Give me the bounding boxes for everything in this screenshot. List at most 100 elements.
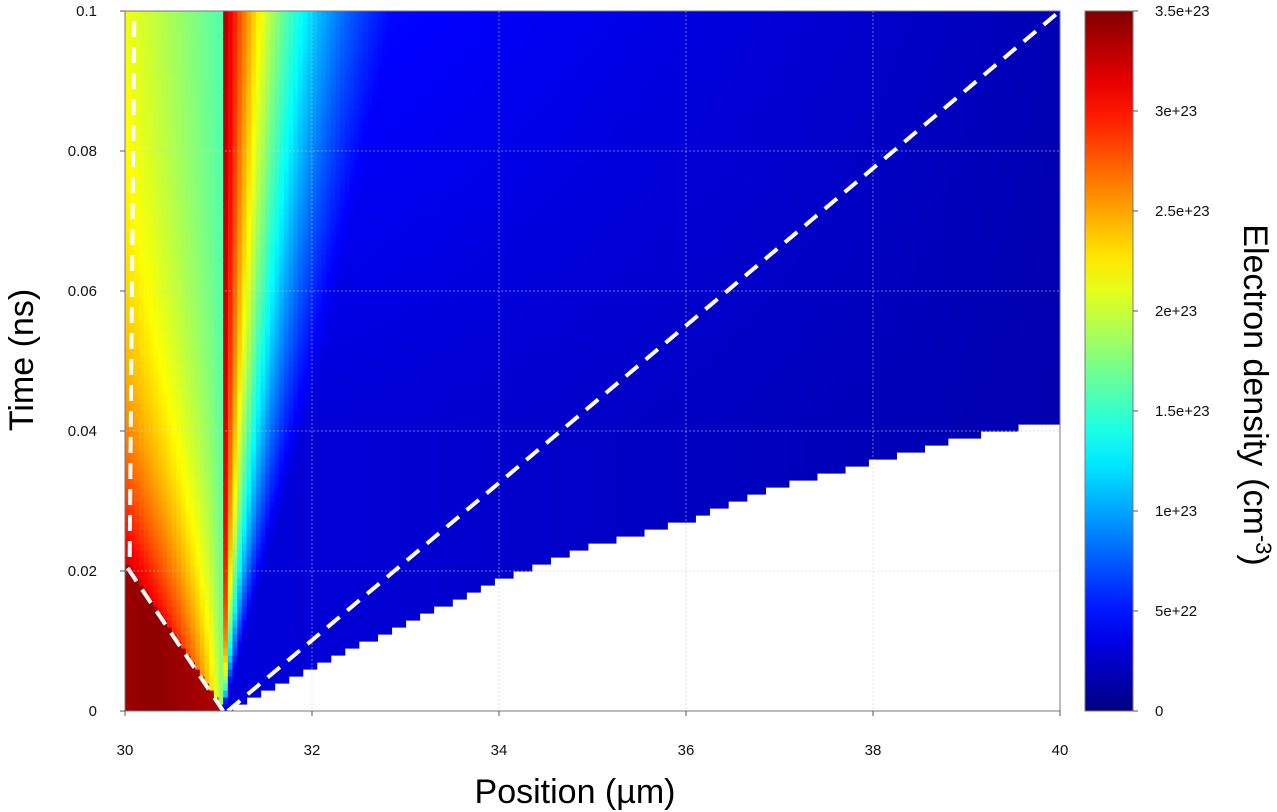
heatmap-cell	[279, 158, 285, 166]
heatmap-cell	[218, 130, 224, 138]
heatmap-cell	[223, 620, 229, 628]
heatmap-cell	[260, 67, 266, 75]
heatmap-cell	[162, 221, 168, 229]
heatmap-cell	[176, 284, 182, 292]
heatmap-cell	[134, 431, 140, 439]
heatmap-cell	[288, 137, 294, 145]
heatmap-cell	[269, 543, 276, 551]
heatmap-cell	[167, 396, 173, 404]
heatmap-cell	[251, 606, 257, 614]
heatmap-cell	[316, 452, 322, 460]
heatmap-cell	[167, 543, 173, 551]
heatmap-cell	[321, 326, 327, 334]
heatmap-cell	[358, 564, 365, 572]
heatmap-cell	[358, 60, 365, 68]
heatmap-cell	[363, 403, 369, 411]
heatmap-cell	[251, 389, 257, 397]
heatmap-cell	[171, 417, 178, 425]
heatmap-cell	[312, 417, 318, 425]
heatmap-cell	[227, 403, 234, 411]
heatmap-cell	[195, 263, 201, 271]
heatmap-cell	[274, 214, 280, 222]
heatmap-cell	[260, 585, 266, 593]
heatmap-cell	[251, 585, 257, 593]
heatmap-cell	[232, 641, 238, 649]
heatmap-cell	[157, 186, 164, 194]
heatmap-cell	[185, 466, 192, 474]
heatmap-cell	[139, 641, 145, 649]
heatmap-cell	[326, 249, 332, 257]
heatmap-cell	[181, 67, 187, 75]
heatmap-cell	[241, 144, 248, 152]
heatmap-cell	[269, 32, 276, 40]
heatmap-cell	[349, 326, 355, 334]
heatmap-cell	[181, 228, 187, 236]
heatmap-cell	[297, 473, 304, 481]
heatmap-cell	[349, 571, 355, 579]
heatmap-cell	[274, 494, 280, 502]
heatmap-cell	[354, 11, 360, 19]
heatmap-cell	[143, 116, 149, 124]
heatmap-cell	[358, 39, 365, 47]
heatmap-cell	[283, 102, 290, 110]
heatmap-cell	[255, 445, 262, 453]
heatmap-cell	[157, 256, 164, 264]
heatmap-cell	[269, 571, 276, 579]
heatmap-cell	[143, 410, 149, 418]
heatmap-cell	[344, 480, 350, 488]
heatmap-cell	[326, 655, 332, 663]
heatmap-cell	[157, 515, 164, 523]
heatmap-cell	[213, 221, 220, 229]
heatmap-cell	[157, 655, 164, 663]
heatmap-cell	[153, 270, 159, 278]
heatmap-cell	[265, 655, 271, 663]
heatmap-cell	[283, 403, 290, 411]
heatmap-cell	[195, 634, 201, 642]
heatmap-cell	[246, 312, 252, 320]
heatmap-cell	[171, 501, 178, 509]
heatmap-cell	[340, 361, 346, 369]
heatmap-cell	[195, 298, 201, 306]
heatmap-cell	[326, 410, 332, 418]
heatmap-cell	[125, 683, 131, 691]
heatmap-cell	[129, 543, 135, 551]
heatmap-cell	[241, 102, 248, 110]
heatmap-cell	[358, 508, 365, 516]
heatmap-cell	[153, 627, 159, 635]
heatmap-cell	[358, 319, 365, 327]
heatmap-cell	[162, 508, 168, 516]
heatmap-cell	[293, 46, 299, 54]
heatmap-cell	[218, 592, 224, 600]
heatmap-cell	[162, 88, 168, 96]
heatmap-cell	[269, 235, 276, 243]
heatmap-cell	[330, 627, 336, 635]
heatmap-cell	[321, 494, 327, 502]
heatmap-cell	[209, 564, 215, 572]
heatmap-cell	[255, 662, 262, 670]
heatmap-cell	[297, 543, 304, 551]
heatmap-cell	[143, 361, 149, 369]
heatmap-cell	[209, 627, 215, 635]
heatmap-cell	[312, 606, 318, 614]
heatmap-cell	[176, 249, 182, 257]
heatmap-cell	[190, 67, 196, 75]
heatmap-cell	[241, 515, 248, 523]
heatmap-cell	[227, 606, 234, 614]
heatmap-cell	[143, 67, 149, 75]
heatmap-cell	[312, 67, 318, 75]
heatmap-cell	[185, 368, 192, 376]
heatmap-cell	[181, 354, 187, 362]
heatmap-cell	[330, 613, 336, 621]
heatmap-cell	[297, 284, 304, 292]
heatmap-cell	[255, 25, 262, 33]
heatmap-cell	[227, 74, 234, 82]
heatmap-cell	[265, 431, 271, 439]
heatmap-cell	[246, 242, 252, 250]
heatmap-cell	[316, 417, 322, 425]
heatmap-cell	[321, 46, 327, 54]
heatmap-cell	[316, 165, 322, 173]
heatmap-cell	[199, 669, 206, 677]
heatmap-cell	[190, 403, 196, 411]
heatmap-cell	[330, 151, 336, 159]
heatmap-cell	[153, 263, 159, 271]
